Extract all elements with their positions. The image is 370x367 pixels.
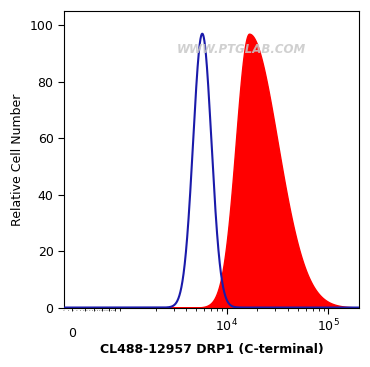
Y-axis label: Relative Cell Number: Relative Cell Number	[11, 93, 24, 225]
X-axis label: CL488-12957 DRP1 (C-terminal): CL488-12957 DRP1 (C-terminal)	[100, 343, 323, 356]
Text: 0: 0	[68, 327, 76, 340]
Text: WWW.PTGLAB.COM: WWW.PTGLAB.COM	[176, 43, 306, 56]
